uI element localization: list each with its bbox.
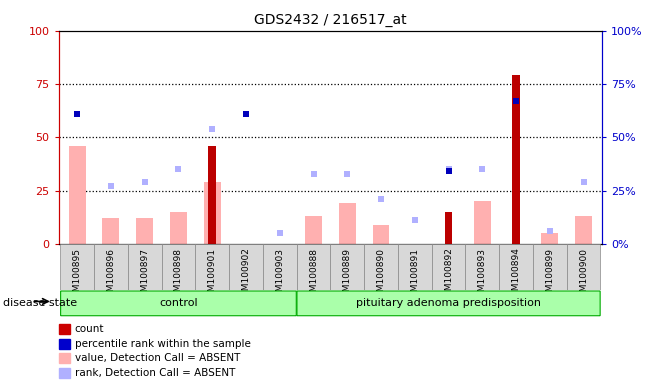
Text: GSM100898: GSM100898 xyxy=(174,248,183,303)
Text: GSM100903: GSM100903 xyxy=(275,248,284,303)
Text: count: count xyxy=(75,324,104,334)
FancyBboxPatch shape xyxy=(297,291,600,316)
Text: GSM100892: GSM100892 xyxy=(444,248,453,303)
Text: GSM100889: GSM100889 xyxy=(343,248,352,303)
Text: GSM100901: GSM100901 xyxy=(208,248,217,303)
Text: GSM100900: GSM100900 xyxy=(579,248,588,303)
Bar xyxy=(128,244,161,290)
Text: GSM100895: GSM100895 xyxy=(73,248,81,303)
Bar xyxy=(364,244,398,290)
Bar xyxy=(398,244,432,290)
Text: GSM100888: GSM100888 xyxy=(309,248,318,303)
Text: GSM100896: GSM100896 xyxy=(106,248,115,303)
Text: percentile rank within the sample: percentile rank within the sample xyxy=(75,339,251,349)
Bar xyxy=(445,212,452,244)
Text: pituitary adenoma predisposition: pituitary adenoma predisposition xyxy=(356,298,541,308)
Bar xyxy=(567,244,600,290)
Bar xyxy=(297,244,330,290)
FancyBboxPatch shape xyxy=(61,291,296,316)
Bar xyxy=(372,225,389,244)
Bar xyxy=(533,244,567,290)
Bar xyxy=(432,244,465,290)
Bar xyxy=(465,244,499,290)
Bar xyxy=(499,244,533,290)
Bar xyxy=(61,244,94,290)
Text: control: control xyxy=(159,298,198,308)
Bar xyxy=(339,204,355,244)
Text: value, Detection Call = ABSENT: value, Detection Call = ABSENT xyxy=(75,353,240,363)
Bar xyxy=(161,244,195,290)
Title: GDS2432 / 216517_at: GDS2432 / 216517_at xyxy=(254,13,407,27)
Bar xyxy=(512,76,519,244)
Bar xyxy=(208,146,216,244)
Text: GSM100893: GSM100893 xyxy=(478,248,487,303)
Bar xyxy=(136,218,153,244)
Bar xyxy=(305,216,322,244)
Bar xyxy=(69,146,85,244)
Text: GSM100894: GSM100894 xyxy=(512,248,521,303)
Text: GSM100899: GSM100899 xyxy=(546,248,555,303)
Text: GSM100890: GSM100890 xyxy=(376,248,385,303)
Text: GSM100902: GSM100902 xyxy=(242,248,251,303)
Text: rank, Detection Call = ABSENT: rank, Detection Call = ABSENT xyxy=(75,368,235,378)
Bar xyxy=(330,244,364,290)
Bar xyxy=(542,233,559,244)
Text: disease state: disease state xyxy=(3,298,77,308)
Bar xyxy=(94,244,128,290)
Text: GSM100897: GSM100897 xyxy=(140,248,149,303)
Bar xyxy=(204,182,221,244)
Bar xyxy=(229,244,263,290)
Bar xyxy=(195,244,229,290)
Text: GSM100891: GSM100891 xyxy=(410,248,419,303)
Bar xyxy=(474,201,491,244)
Bar xyxy=(575,216,592,244)
Bar xyxy=(263,244,297,290)
Bar xyxy=(102,218,119,244)
Bar xyxy=(170,212,187,244)
